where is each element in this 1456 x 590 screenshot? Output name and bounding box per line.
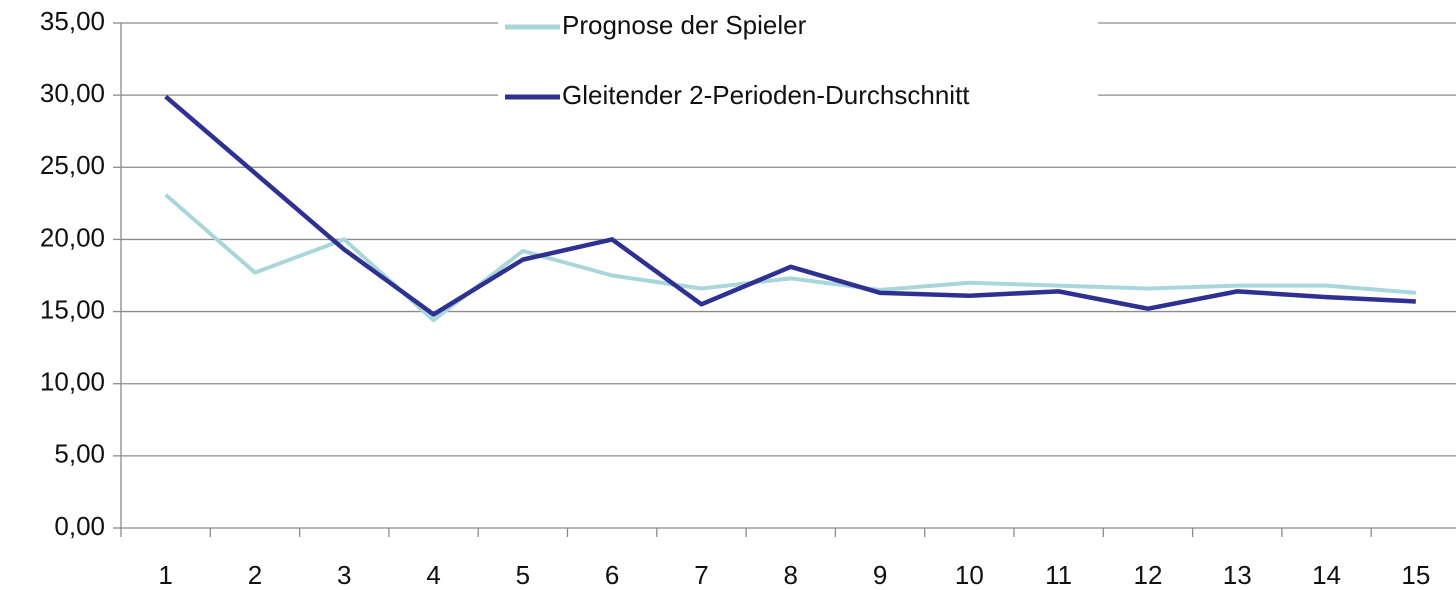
x-tick-label: 15 (1401, 560, 1430, 590)
data-line (164, 94, 1416, 317)
x-tick-label: 9 (873, 560, 887, 590)
y-tick-label: 0,00 (54, 511, 105, 541)
x-tick-label: 13 (1223, 560, 1252, 590)
legend-label: Prognose der Spieler (562, 10, 807, 40)
x-tick-label: 12 (1133, 560, 1162, 590)
y-tick-label: 10,00 (40, 367, 105, 397)
x-tick-label: 11 (1045, 560, 1072, 590)
y-tick-label: 25,00 (40, 150, 105, 180)
legend-background (498, 5, 1098, 123)
x-tick-label: 5 (516, 560, 530, 590)
x-tick-label: 2 (248, 560, 262, 590)
y-tick-label: 5,00 (54, 439, 105, 469)
x-tick-label: 10 (955, 560, 984, 590)
x-tick-label: 7 (694, 560, 708, 590)
y-tick-label: 30,00 (40, 78, 105, 108)
y-tick-label: 35,00 (40, 6, 105, 36)
x-tick-label: 6 (605, 560, 619, 590)
y-tick-label: 20,00 (40, 222, 105, 252)
data-line (164, 193, 1417, 323)
x-tick-label: 3 (337, 560, 351, 590)
x-tick-label: 4 (426, 560, 440, 590)
legend-label: Gleitender 2-Perioden-Durchschnitt (562, 80, 970, 110)
x-tick-label: 8 (784, 560, 798, 590)
x-tick-label: 1 (158, 560, 172, 590)
x-tick-label: 14 (1312, 560, 1341, 590)
y-tick-label: 15,00 (40, 294, 105, 324)
